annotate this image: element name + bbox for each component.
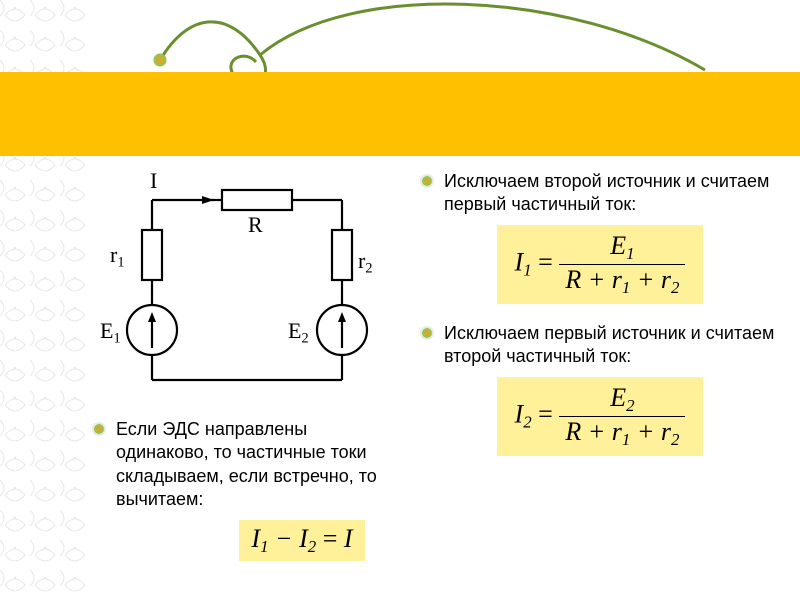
label-R: R	[248, 212, 263, 238]
equation-sum: I1 − I2 = I	[212, 520, 392, 561]
bullet-icon	[420, 326, 434, 340]
label-E1: E1	[100, 318, 121, 347]
bullet-2-text: Исключаем первый источник и считаем втор…	[444, 322, 780, 369]
label-E2: E2	[288, 318, 309, 347]
title-band	[0, 72, 800, 156]
formula-1: I1 = E1 R + r1 + r2	[420, 225, 780, 304]
right-column: Исключаем второй источник и считаем перв…	[420, 170, 780, 462]
bullet-1: Исключаем второй источник и считаем перв…	[420, 170, 780, 217]
bullet-icon	[92, 422, 106, 436]
label-I: I	[150, 168, 157, 194]
circuit-diagram: I R r1 r2 E1 E2	[92, 170, 382, 400]
left-column: I R r1 r2 E1 E2 Если ЭДС направлены один…	[92, 170, 392, 561]
label-r2: r2	[358, 248, 372, 277]
bullet-icon	[420, 174, 434, 188]
label-r1: r1	[110, 242, 124, 271]
bullet-2: Исключаем первый источник и считаем втор…	[420, 322, 780, 369]
formula-2: I2 = E2 R + r1 + r2	[420, 377, 780, 456]
bullet-1-text: Исключаем второй источник и считаем перв…	[444, 170, 780, 217]
left-caption-bullet: Если ЭДС направлены одинаково, то частич…	[92, 418, 392, 512]
left-caption-text: Если ЭДС направлены одинаково, то частич…	[116, 418, 392, 512]
